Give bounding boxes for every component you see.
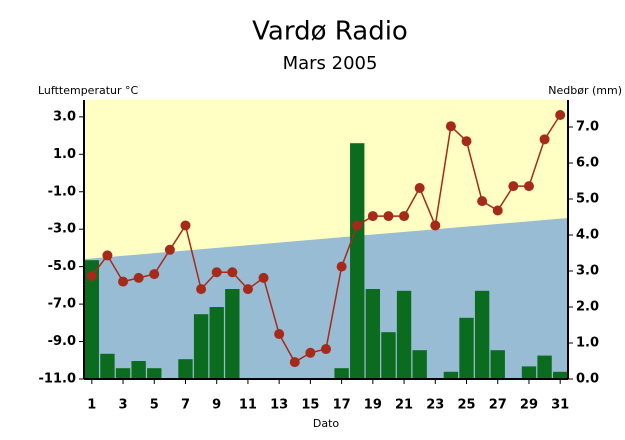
- bar: [443, 371, 459, 379]
- x-tick-label: 25: [457, 398, 475, 413]
- temperature-point: [86, 271, 97, 282]
- bar: [537, 355, 552, 379]
- x-tick-label: 15: [301, 398, 319, 413]
- bar: [474, 290, 490, 379]
- x-tick-label: 23: [426, 398, 444, 413]
- bar: [459, 317, 474, 379]
- temperature-point: [367, 211, 378, 222]
- temperature-point: [133, 272, 144, 283]
- temperature-point: [399, 211, 410, 222]
- y2-tick-label: 3.0: [576, 264, 599, 279]
- temperature-point: [305, 347, 316, 358]
- y-tick-label: -9.0: [48, 334, 76, 349]
- y2-tick-label: 4.0: [576, 228, 599, 243]
- bar: [334, 368, 349, 379]
- y2-tick-label: 7.0: [576, 120, 599, 135]
- bar: [84, 260, 99, 379]
- y2-tick-label: 0.0: [576, 372, 599, 387]
- temperature-point: [180, 220, 191, 231]
- bar: [350, 143, 365, 379]
- y-tick-label: -1.0: [48, 184, 76, 199]
- temperature-point: [383, 211, 394, 222]
- bar: [365, 289, 381, 379]
- x-tick-label: 31: [551, 398, 569, 413]
- bar: [412, 350, 427, 379]
- temperature-point: [336, 261, 347, 272]
- bar: [381, 332, 396, 379]
- temperature-point: [274, 329, 285, 340]
- x-tick-label: 1: [87, 398, 96, 413]
- temperature-point: [477, 196, 488, 207]
- x-tick-label: 29: [520, 398, 538, 413]
- temperature-point: [211, 267, 222, 278]
- x-tick-label: 21: [395, 398, 413, 413]
- x-tick-label: 19: [364, 398, 382, 413]
- bar: [225, 289, 240, 379]
- temperature-point: [102, 250, 113, 261]
- temperature-point: [461, 136, 472, 147]
- x-tick-label: 13: [270, 398, 288, 413]
- temperature-point: [352, 220, 363, 231]
- y-axis-label: Lufttemperatur °C: [38, 84, 139, 97]
- bar: [553, 371, 568, 379]
- bar: [193, 314, 209, 379]
- bar: [209, 307, 224, 379]
- y2-axis-label: Nedbør (mm): [548, 84, 622, 97]
- temperature-point: [242, 284, 253, 295]
- x-tick-label: 11: [239, 398, 257, 413]
- y-tick-label: -5.0: [48, 259, 76, 274]
- bar: [178, 359, 193, 379]
- bar: [521, 366, 537, 379]
- chart-subtitle: Mars 2005: [283, 53, 378, 74]
- bar: [131, 361, 146, 379]
- temperature-point: [149, 269, 160, 280]
- temperature-point: [555, 109, 566, 120]
- x-tick-label: 5: [150, 398, 159, 413]
- temperature-point: [523, 181, 534, 192]
- y2-tick-label: 2.0: [576, 300, 599, 315]
- temperature-point: [508, 181, 519, 192]
- bar: [115, 368, 131, 379]
- bar: [490, 350, 505, 379]
- y2-tick-label: 1.0: [576, 336, 599, 351]
- x-axis-label: Dato: [313, 417, 340, 430]
- y-tick-label: -3.0: [48, 222, 76, 237]
- temperature-point: [492, 205, 503, 216]
- x-tick-label: 3: [119, 398, 128, 413]
- y2-tick-label: 6.0: [576, 156, 599, 171]
- y-tick-label: -7.0: [48, 297, 76, 312]
- x-tick-label: 27: [489, 398, 507, 413]
- temperature-point: [227, 267, 238, 278]
- y-tick-label: 1.0: [53, 147, 76, 162]
- temperature-point: [196, 284, 207, 295]
- temperature-point: [430, 220, 441, 231]
- x-tick-label: 9: [212, 398, 221, 413]
- x-tick-label: 7: [181, 398, 190, 413]
- temperature-point: [258, 272, 269, 283]
- temperature-point: [321, 344, 331, 355]
- temperature-point: [118, 276, 129, 287]
- temperature-point: [164, 244, 175, 255]
- bar: [100, 353, 115, 379]
- y-tick-label: -11.0: [39, 372, 76, 387]
- x-tick-label: 17: [333, 398, 351, 413]
- bar: [147, 368, 162, 379]
- y-tick-label: 3.0: [53, 109, 76, 124]
- bar: [396, 290, 412, 379]
- chart-title: Vardø Radio: [252, 17, 408, 47]
- temperature-point: [414, 183, 425, 194]
- temperature-point: [445, 121, 456, 132]
- temperature-point: [539, 134, 550, 145]
- y2-tick-label: 5.0: [576, 192, 599, 207]
- temperature-point: [289, 357, 300, 368]
